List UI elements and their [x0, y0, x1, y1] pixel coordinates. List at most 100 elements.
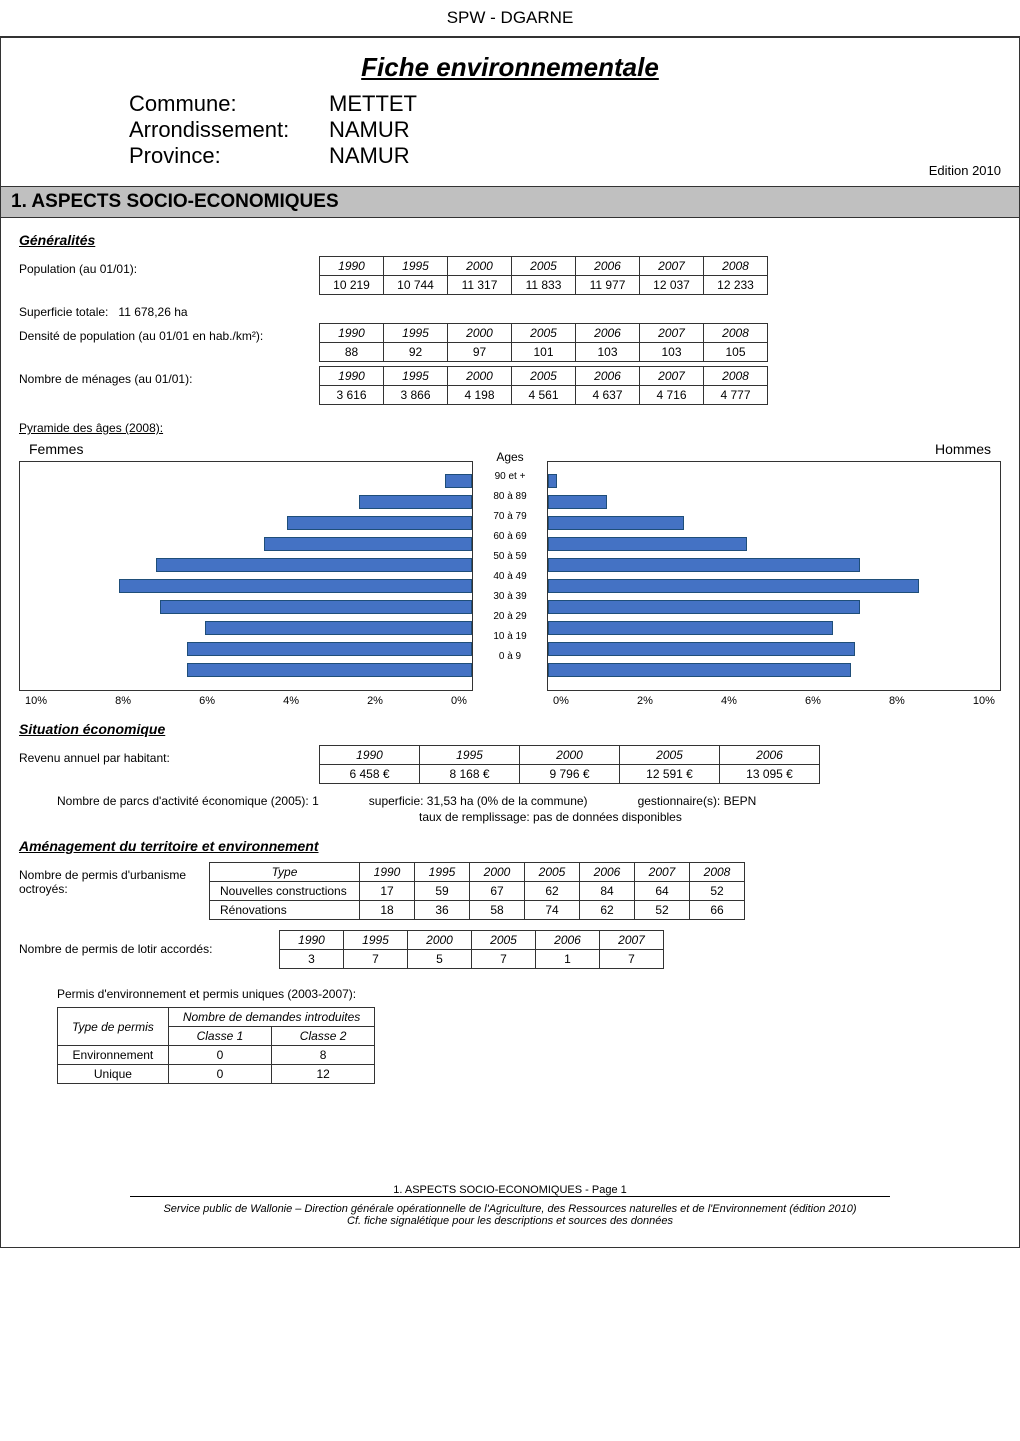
- value-cell: 84: [580, 882, 635, 901]
- pyramid-bar-femmes: [156, 558, 472, 572]
- age-label: 40 à 49: [481, 567, 539, 587]
- year-header: 1995: [384, 367, 448, 386]
- value-cell: 59: [415, 882, 470, 901]
- value-cell: 0: [168, 1046, 271, 1065]
- value-cell: 4 637: [576, 386, 640, 405]
- doc-title: Fiche environnementale: [19, 48, 1001, 91]
- pyramide-label: Pyramide des âges (2008):: [19, 421, 1001, 435]
- lotir-table: 199019952000200520062007 375717: [279, 930, 664, 969]
- year-header: 1995: [384, 257, 448, 276]
- year-header: 1995: [384, 324, 448, 343]
- value-cell: 13 095 €: [720, 765, 820, 784]
- value-cell: 74: [525, 901, 580, 920]
- year-header: 2007: [635, 863, 690, 882]
- year-header: 2006: [576, 367, 640, 386]
- type-header: Type: [210, 863, 360, 882]
- value-cell: 97: [448, 343, 512, 362]
- value-cell: 11 317: [448, 276, 512, 295]
- value-cell: 11 977: [576, 276, 640, 295]
- menages-table: 1990199520002005200620072008 3 6163 8664…: [319, 366, 768, 405]
- pyramid-bar-femmes: [445, 474, 472, 488]
- value-cell: 9 796 €: [520, 765, 620, 784]
- value-cell: 103: [576, 343, 640, 362]
- densite-table: 1990199520002005200620072008 88929710110…: [319, 323, 768, 362]
- year-header: 2000: [448, 324, 512, 343]
- age-label: 60 à 69: [481, 527, 539, 547]
- pyramid-bar-hommes: [548, 474, 557, 488]
- row-label: Rénovations: [210, 901, 360, 920]
- footer-line1: Service public de Wallonie – Direction g…: [19, 1203, 1001, 1215]
- pyramid-bar-hommes: [548, 663, 851, 677]
- value-cell: 18: [360, 901, 415, 920]
- parcs-line: Nombre de parcs d'activité économique (2…: [57, 794, 1001, 808]
- doc-header: SPW - DGARNE: [0, 0, 1020, 37]
- value-cell: 12: [272, 1065, 375, 1084]
- value-cell: 5: [408, 950, 472, 969]
- col-classe2: Classe 2: [272, 1027, 375, 1046]
- value-cell: 7: [472, 950, 536, 969]
- commune-value: METTET: [329, 91, 417, 117]
- superficie-value: 11 678,26 ha: [118, 305, 187, 319]
- value-cell: 1: [536, 950, 600, 969]
- footer-page: 1. ASPECTS SOCIO-ECONOMIQUES - Page 1: [19, 1184, 1001, 1196]
- value-cell: 8 168 €: [420, 765, 520, 784]
- value-cell: 103: [640, 343, 704, 362]
- axis-tick: 8%: [889, 695, 905, 707]
- year-header: 2006: [720, 746, 820, 765]
- age-label: 80 à 89: [481, 487, 539, 507]
- axis-tick: 0%: [451, 695, 467, 707]
- pyramid-bar-femmes: [205, 621, 472, 635]
- femmes-title: Femmes: [19, 441, 473, 457]
- pyramid-bar-hommes: [548, 621, 833, 635]
- value-cell: 66: [690, 901, 745, 920]
- population-label: Population (au 01/01):: [19, 256, 319, 276]
- superficie-label: Superficie totale: 11 678,26 ha: [19, 299, 319, 319]
- situation-title: Situation économique: [19, 721, 1001, 737]
- year-header: 2006: [536, 931, 600, 950]
- value-cell: 4 716: [640, 386, 704, 405]
- col-type: Type de permis: [58, 1008, 169, 1046]
- col-demandes: Nombre de demandes introduites: [168, 1008, 374, 1027]
- parcs-superficie: superficie: 31,53 ha (0% de la commune): [369, 794, 588, 808]
- pyramid-bar-femmes: [359, 495, 472, 509]
- pyramid-bar-hommes: [548, 495, 607, 509]
- value-cell: 4 777: [704, 386, 768, 405]
- year-header: 2006: [580, 863, 635, 882]
- value-cell: 4 198: [448, 386, 512, 405]
- pyramid-bar-femmes: [264, 537, 472, 551]
- lotir-label: Nombre de permis de lotir accordés:: [19, 930, 279, 956]
- pyramid-bar-hommes: [548, 579, 919, 593]
- value-cell: 67: [470, 882, 525, 901]
- value-cell: 11 833: [512, 276, 576, 295]
- pyramid-bar-femmes: [160, 600, 472, 614]
- axis-tick: 6%: [805, 695, 821, 707]
- densite-label: Densité de population (au 01/01 en hab./…: [19, 323, 319, 343]
- pyramid-bar-femmes: [119, 579, 472, 593]
- population-pyramid: Femmes 10%8%6%4%2%0% Ages 90 et +80 à 89…: [19, 441, 1001, 707]
- value-cell: 12 233: [704, 276, 768, 295]
- ages-title: Ages: [481, 447, 539, 467]
- year-header: 2008: [690, 863, 745, 882]
- permis-label: Nombre de permis d'urbanisme octroyés:: [19, 862, 199, 896]
- value-cell: 58: [470, 901, 525, 920]
- arr-label: Arrondissement:: [129, 117, 329, 143]
- year-header: 2005: [512, 324, 576, 343]
- revenu-table: 19901995200020052006 6 458 €8 168 €9 796…: [319, 745, 820, 784]
- year-header: 1995: [415, 863, 470, 882]
- year-header: 2005: [472, 931, 536, 950]
- year-header: 2008: [704, 367, 768, 386]
- axis-tick: 10%: [973, 695, 995, 707]
- arr-value: NAMUR: [329, 117, 410, 143]
- footer-line2: Cf. fiche signalétique pour les descript…: [19, 1215, 1001, 1227]
- parcs-count: Nombre de parcs d'activité économique (2…: [57, 794, 319, 808]
- axis-tick: 0%: [553, 695, 569, 707]
- year-header: 2005: [525, 863, 580, 882]
- year-header: 2000: [448, 257, 512, 276]
- permis-urbanisme-table: Type1990199520002005200620072008Nouvelle…: [209, 862, 745, 920]
- year-header: 2000: [520, 746, 620, 765]
- pyramid-bar-femmes: [287, 516, 472, 530]
- age-label: 0 à 9: [481, 647, 539, 667]
- value-cell: 8: [272, 1046, 375, 1065]
- axis-tick: 2%: [637, 695, 653, 707]
- parcs-gestionnaire: gestionnaire(s): BEPN: [638, 794, 757, 808]
